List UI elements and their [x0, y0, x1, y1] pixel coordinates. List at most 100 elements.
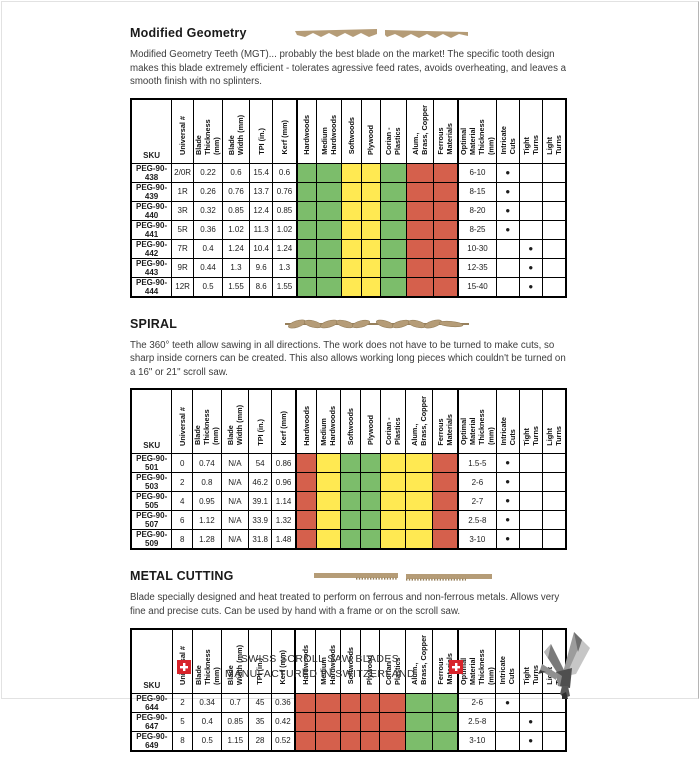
col-header-material: Ferrous Materials	[432, 388, 459, 455]
material-rating-cell	[380, 219, 407, 240]
spec-cell: 0.32	[193, 200, 223, 221]
optimal-thickness-cell: 2.5-8	[457, 711, 497, 732]
material-rating-cell	[294, 491, 317, 512]
cut-type-cell: ●	[495, 219, 520, 240]
spec-cell: 0.85	[221, 711, 250, 732]
material-rating-cell	[295, 257, 318, 278]
sku-cell: PEG-90-507	[130, 510, 173, 531]
col-header-material: Softwoods	[340, 98, 362, 164]
cut-type-cell: ●	[495, 491, 520, 512]
material-rating-cell	[340, 257, 362, 278]
col-header-sku-label: SKU	[143, 680, 161, 690]
material-rating-cell	[316, 219, 342, 240]
material-rating-cell	[294, 692, 317, 713]
footer: SWISS SCROLL SAW BLADES MANUFACTURED IN …	[0, 652, 640, 682]
spec-cell: 2	[171, 472, 193, 493]
cut-type-cell: ●	[495, 453, 520, 474]
col-header-cut: Tight Turns	[518, 388, 543, 455]
material-rating-cell	[432, 711, 459, 732]
cut-type-cell: ●	[495, 472, 520, 493]
section-modified-geometry: Modified Geometry Modified Geometry Teet…	[130, 26, 567, 298]
material-rating-cell	[405, 200, 434, 221]
spec-cell: 0.96	[271, 472, 297, 493]
swiss-flag-icon	[448, 660, 463, 675]
spec-cell: 1.14	[271, 491, 297, 512]
material-rating-cell	[316, 200, 342, 221]
cut-type-cell	[541, 219, 567, 240]
optimal-thickness-cell: 15-40	[457, 276, 497, 298]
table-row: PEG-90-440 3R 0.32 0.85 12.4 0.85 8-20 ●	[130, 200, 567, 221]
col-header-spec-label: Blade Width (mm)	[226, 114, 245, 155]
spec-cell: 28	[248, 730, 272, 752]
material-rating-cell	[360, 181, 382, 202]
material-rating-cell	[379, 529, 407, 550]
spec-cell: 33.9	[247, 510, 273, 531]
section-description: Blade specially designed and heat treate…	[130, 592, 560, 618]
cut-type-cell	[518, 491, 543, 512]
material-rating-cell	[405, 181, 434, 202]
col-header-material: Alum., Brass, Copper	[405, 388, 434, 455]
sku-cell: PEG-90-503	[130, 472, 173, 493]
material-rating-cell	[295, 219, 318, 240]
material-rating-cell	[432, 238, 459, 259]
spec-cell: 12R	[171, 276, 195, 298]
table-row: PEG-90-649 8 0.5 1.15 28 0.52 3-10 ●	[130, 730, 567, 752]
material-rating-cell	[360, 219, 382, 240]
col-header-material-label: Ferrous Materials	[436, 123, 455, 155]
table-row: PEG-90-647 5 0.4 0.85 35 0.42 2.5-8 ●	[130, 711, 567, 732]
cut-type-cell: ●	[495, 529, 520, 550]
material-rating-cell	[360, 200, 382, 221]
cut-type-cell: ●	[495, 692, 520, 713]
col-header-spec: TPI (in.)	[247, 388, 273, 455]
material-rating-cell	[380, 200, 407, 221]
spec-cell: 4	[171, 491, 193, 512]
spec-cell: 39.1	[247, 491, 273, 512]
col-header-spec: Blade Width (mm)	[220, 388, 249, 455]
section-description: Modified Geometry Teeth (MGT)... probabl…	[130, 49, 566, 88]
spec-cell: N/A	[220, 472, 249, 493]
col-header-material: Softwoods	[339, 628, 361, 694]
spec-cell: 1.24	[272, 238, 298, 259]
cut-type-cell	[541, 510, 567, 531]
material-rating-cell	[295, 181, 318, 202]
table-row: PEG-90-441 5R 0.36 1.02 11.3 1.02 8-25 ●	[130, 219, 567, 240]
col-header-spec: Universal #	[171, 388, 193, 455]
material-rating-cell	[405, 453, 434, 474]
spec-cell: 1.15	[221, 730, 250, 752]
spec-cell: 0.85	[272, 200, 298, 221]
sku-cell: PEG-90-442	[130, 238, 173, 259]
spec-cell: 12.4	[249, 200, 274, 221]
col-header-spec-label: TPI (in.)	[256, 127, 266, 155]
sku-cell: PEG-90-644	[130, 692, 173, 713]
section-title: METAL CUTTING	[130, 569, 234, 584]
material-rating-cell	[339, 711, 361, 732]
material-rating-cell	[379, 730, 407, 752]
col-header-spec-label: Universal #	[177, 406, 187, 446]
cut-type-cell	[518, 472, 543, 493]
material-rating-cell	[316, 276, 342, 298]
spec-cell: 1.55	[272, 276, 298, 298]
material-rating-cell	[340, 181, 362, 202]
mgt-blade-image	[294, 28, 468, 38]
spec-cell: 0.76	[221, 181, 251, 202]
material-rating-cell	[432, 730, 459, 752]
material-rating-cell	[405, 238, 434, 259]
material-rating-cell	[380, 162, 407, 183]
material-rating-cell	[316, 181, 342, 202]
cut-type-cell: ●	[495, 181, 520, 202]
material-rating-cell	[360, 472, 381, 493]
material-rating-cell	[432, 472, 459, 493]
col-header-optimal-label: Optimal Material Thickness (mm)	[459, 119, 496, 155]
col-header-cut-label: Tight Turns	[521, 135, 540, 155]
cut-type-cell: ●	[518, 276, 543, 298]
col-header-cut-label: Light Turns	[544, 135, 563, 155]
col-header-material-label: Alum., Brass, Copper	[410, 104, 429, 155]
col-header-sku-label: SKU	[143, 441, 161, 451]
material-rating-cell	[315, 472, 342, 493]
section-header: Modified Geometry	[130, 26, 567, 40]
spec-cell: N/A	[220, 510, 249, 531]
spec-cell: 0	[171, 453, 193, 474]
col-header-material: Corian - Plastics	[380, 98, 407, 164]
spec-cell: 0.5	[193, 276, 223, 298]
optimal-thickness-cell: 2-7	[457, 491, 497, 512]
